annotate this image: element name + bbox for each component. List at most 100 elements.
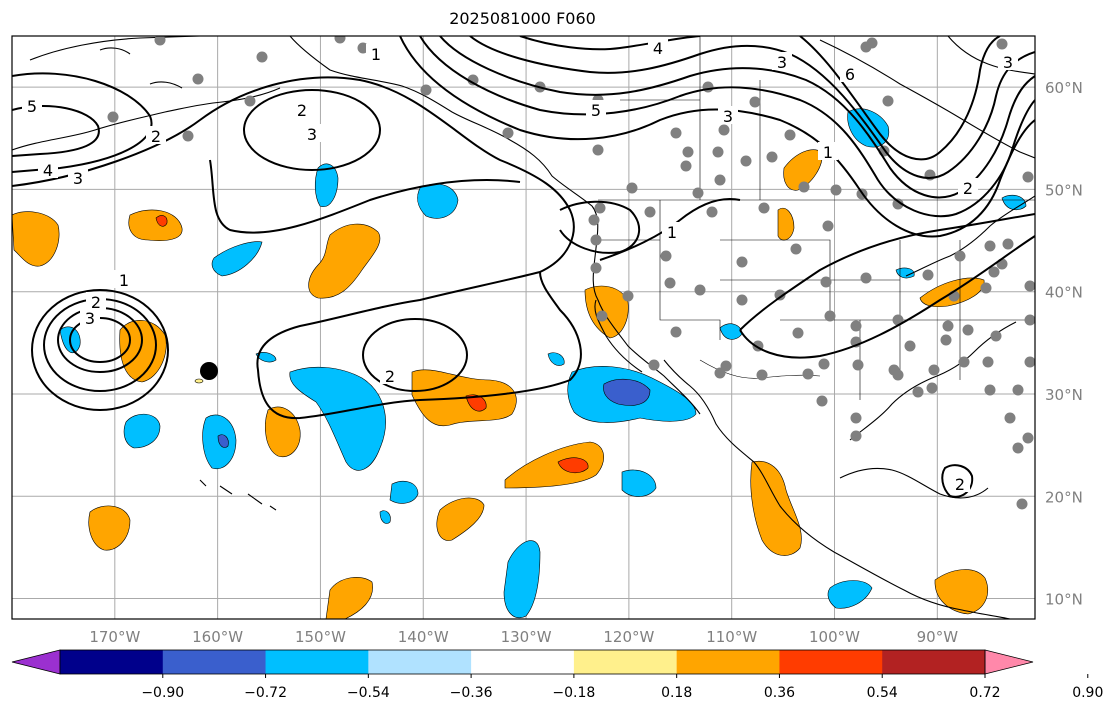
station-marker [334, 36, 346, 44]
station-marker [958, 356, 970, 368]
colorbar-extend-low [11, 649, 61, 675]
map-title: 2025081000 F060 [449, 9, 596, 28]
contour-label: 1 [371, 45, 381, 64]
station-marker [596, 310, 608, 322]
lon-tick-label: 170°W [89, 628, 140, 646]
station-marker [192, 73, 204, 85]
anomaly-negative [255, 352, 277, 363]
colorbar-extend-high [984, 649, 1034, 675]
lat-tick-label: 40°N [1045, 284, 1083, 302]
station-marker [736, 294, 748, 306]
station-marker [664, 277, 676, 289]
station-marker [892, 198, 904, 210]
station-marker [984, 240, 996, 252]
station-marker [912, 386, 924, 398]
anomaly-positive [308, 223, 381, 299]
lat-tick-label: 30°N [1045, 386, 1083, 404]
anomaly-positive-strong [557, 457, 589, 474]
lon-tick-label: 110°W [706, 628, 757, 646]
contour-label: 2 [385, 367, 395, 386]
station-marker [996, 38, 1008, 50]
station-marker [682, 146, 694, 158]
station-marker [798, 181, 810, 193]
station-marker [749, 96, 761, 108]
station-marker [892, 369, 904, 381]
station-marker [592, 144, 604, 156]
station-marker [984, 384, 996, 396]
station-marker [1024, 280, 1035, 292]
contour-label: 3 [777, 53, 787, 72]
colorbar-tick-label: 0.72 [969, 685, 1000, 701]
contour-label: 3 [723, 107, 733, 126]
station-marker [904, 340, 916, 352]
lon-tick-label: 160°W [192, 628, 243, 646]
anomaly-negative-strong [603, 378, 651, 406]
station-marker [594, 202, 606, 214]
contour-label: 5 [591, 101, 601, 120]
contour-label: 4 [43, 161, 53, 180]
station-marker [588, 214, 600, 226]
colorbar-tick-label: −0.54 [347, 685, 390, 701]
station-marker [680, 160, 692, 172]
station-marker [590, 234, 602, 246]
station-markers [107, 36, 1035, 510]
anomaly-positive [504, 441, 604, 489]
latitude-labels: 10°N 20°N 30°N 40°N 50°N 60°N [1045, 79, 1083, 608]
station-marker [644, 206, 656, 218]
anomaly-negative [314, 163, 339, 207]
anomaly-negative-strong [217, 434, 229, 448]
station-marker [736, 256, 748, 268]
anomaly-positive [128, 209, 183, 241]
lon-tick-label: 120°W [603, 628, 654, 646]
anomaly-positive [584, 285, 629, 339]
station-marker [182, 130, 194, 142]
station-marker [818, 358, 830, 370]
station-marker [648, 359, 660, 371]
contour-label: 1 [823, 143, 833, 162]
colorbar-segment [882, 650, 986, 674]
contour-label: 2 [151, 127, 161, 146]
anomaly-negative [547, 352, 565, 366]
station-marker [1012, 384, 1024, 396]
colorbar-segment [368, 650, 472, 674]
station-marker [766, 151, 778, 163]
colorbar-segment [265, 650, 369, 674]
station-marker [357, 42, 369, 54]
lon-tick-label: 130°W [501, 628, 552, 646]
anomaly-positive [750, 460, 802, 556]
station-marker [712, 146, 724, 158]
station-marker [860, 272, 872, 284]
colorbar-tick-label: −0.36 [450, 685, 493, 701]
station-marker [154, 36, 166, 46]
station-marker [990, 330, 1002, 342]
station-marker [996, 258, 1008, 270]
lat-tick-label: 50°N [1045, 181, 1083, 199]
anomaly-positive [777, 208, 795, 241]
station-marker [954, 250, 966, 262]
colorbar [11, 649, 1034, 675]
coastlines [12, 36, 1035, 619]
station-marker [467, 74, 479, 86]
station-marker [670, 326, 682, 338]
station-marker [922, 269, 934, 281]
lat-tick-label: 60°N [1045, 79, 1083, 97]
contour-label: 6 [845, 65, 855, 84]
anomaly-negative [389, 481, 419, 504]
station-marker [670, 127, 682, 139]
station-marker [942, 320, 954, 332]
station-marker [882, 95, 894, 107]
station-marker [822, 220, 834, 232]
contour-labels: 5 4 3 2 2 3 1 1 2 3 2 4 5 3 [22, 38, 1018, 494]
map-frame [11, 35, 1036, 620]
colorbar-tick-label: 0.54 [867, 685, 898, 701]
anomaly-negative [503, 540, 541, 618]
contours [12, 36, 1035, 498]
station-marker [502, 127, 514, 139]
colorbar-tick-label: −0.90 [141, 685, 184, 701]
anomaly-negative [621, 469, 657, 497]
station-marker [830, 184, 842, 196]
station-marker [850, 320, 862, 332]
station-marker [758, 202, 770, 214]
lon-tick-label: 150°W [295, 628, 346, 646]
